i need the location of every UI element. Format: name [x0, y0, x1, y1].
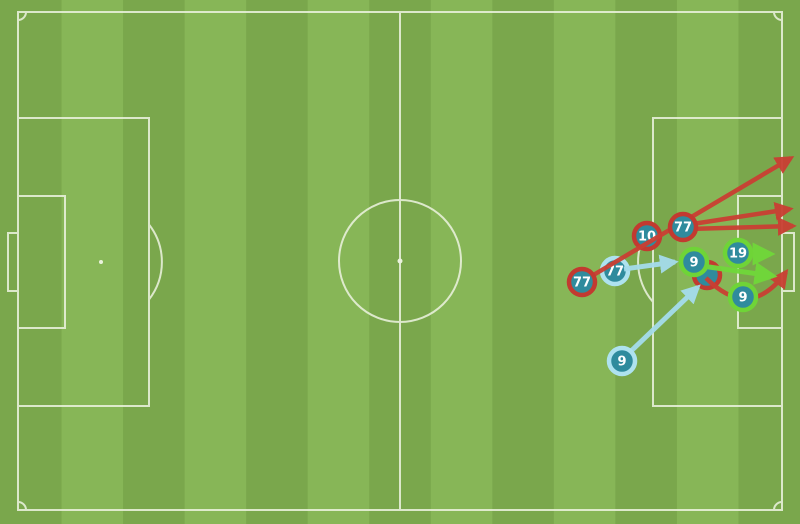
turf-stripe: [184, 0, 247, 524]
player-number: 9: [689, 256, 698, 271]
turf-stripe: [0, 0, 63, 524]
player-number: 77: [606, 265, 624, 280]
shot-arrow-green: [701, 262, 778, 285]
corner-arc-top-right: [773, 11, 783, 21]
player-marker-circle-red: [566, 266, 598, 298]
player-number: 77: [674, 221, 692, 236]
player-marker: 19: [722, 237, 754, 269]
corner-arc-top-left: [17, 11, 27, 21]
player-marker: 9: [727, 281, 759, 313]
shot-arrow-red: [685, 201, 794, 228]
turf-stripe: [123, 0, 186, 524]
player-number: 9: [617, 355, 626, 370]
turf-stripe: [492, 0, 555, 524]
pass-arrow-blue: [623, 254, 679, 274]
markers-front-layer: 77 77 9 19 9 9: [566, 211, 759, 377]
turf-stripe: [246, 0, 309, 524]
shot-arrow-red: [687, 216, 797, 236]
penalty-spot-left: [99, 260, 103, 264]
turf-stripe: [61, 0, 124, 524]
player-number: 19: [729, 247, 747, 262]
corner-arc-bottom-right: [773, 501, 783, 511]
player-marker: 77: [566, 266, 598, 298]
player-number: 9: [738, 291, 747, 306]
player-marker-circle-green: [727, 281, 759, 313]
center-circle: [338, 199, 462, 323]
goal-left: [7, 232, 19, 292]
pass-arrow-blue: [626, 284, 701, 356]
player-marker-circle-blue: [606, 345, 638, 377]
corner-arc-bottom-left: [17, 501, 27, 511]
player-marker: 9: [678, 246, 710, 278]
penalty-arc-left: [148, 223, 163, 301]
player-marker: 77: [667, 211, 699, 243]
player-marker: 9: [606, 345, 638, 377]
player-marker-circle-red: [667, 211, 699, 243]
player-marker-circle-green: [722, 237, 754, 269]
center-spot: [397, 258, 403, 264]
player-marker-circle-green: [678, 246, 710, 278]
player-number: 77: [573, 276, 591, 291]
